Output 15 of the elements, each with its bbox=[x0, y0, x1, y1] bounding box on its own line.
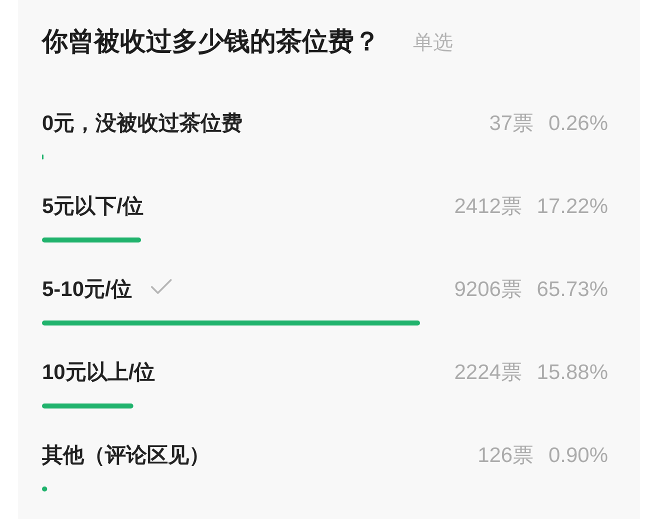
data-label: 126票 0.90% bbox=[478, 444, 608, 467]
bar bbox=[42, 238, 142, 242]
data-label: 2412票 17.22% bbox=[454, 195, 608, 218]
chart-title: 你曾被收过多少钱的茶位费？ bbox=[41, 26, 380, 56]
y-tick-label: 0元，没被收过茶位费 bbox=[42, 111, 243, 135]
y-tick-label: 5-10元/位 bbox=[42, 278, 132, 301]
bar bbox=[42, 320, 420, 326]
y-tick-label: 10元以上/位 bbox=[42, 361, 156, 384]
data-label: 37票 0.26% bbox=[489, 112, 608, 135]
y-tick-label: 其他（评论区见） bbox=[41, 444, 210, 467]
data-label: 2224票 15.88% bbox=[454, 361, 608, 384]
y-tick-label: 5元以下/位 bbox=[42, 195, 144, 218]
bar bbox=[42, 404, 134, 408]
chart-subtitle: 单选 bbox=[413, 32, 453, 54]
data-label: 9206票 65.73% bbox=[454, 278, 608, 301]
